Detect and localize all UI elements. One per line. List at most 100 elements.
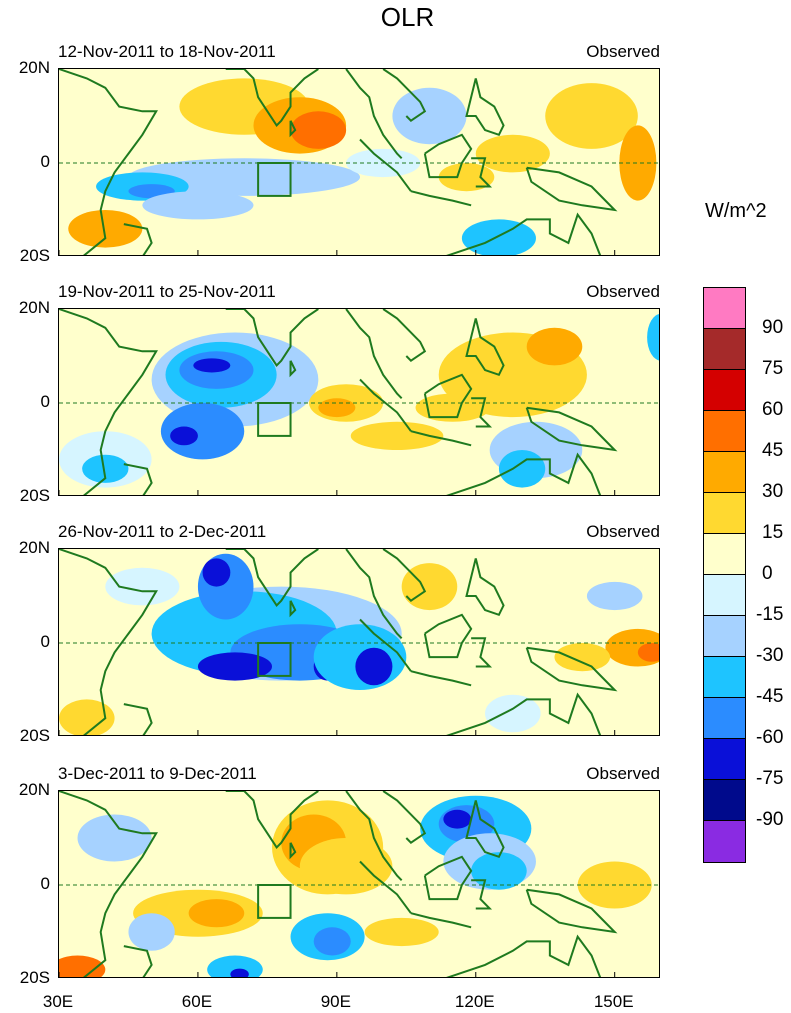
coastline xyxy=(382,549,427,602)
anomaly-contour xyxy=(485,694,541,733)
colorbar-label: 30 xyxy=(762,481,784,502)
coastline xyxy=(446,692,602,735)
longitude-label: 150E xyxy=(593,992,634,1011)
coastline xyxy=(465,800,505,859)
coastline xyxy=(410,430,472,447)
anomaly-contour xyxy=(230,968,249,977)
coastline xyxy=(382,309,427,362)
coastline xyxy=(225,549,319,607)
colorbar-swatch xyxy=(704,411,745,452)
colorbar-label: -60 xyxy=(756,727,784,748)
coastline xyxy=(345,791,403,882)
anomaly-contour xyxy=(350,421,444,450)
anomaly-contour xyxy=(59,699,115,735)
coastline xyxy=(289,360,297,378)
anomaly-contour xyxy=(554,643,611,672)
colorbar-label: 15 xyxy=(762,522,784,543)
anomaly-contour xyxy=(637,643,659,662)
anomaly-contour xyxy=(438,163,495,192)
panel-period-label: 26-Nov-2011 to 2-Dec-2011 xyxy=(58,522,267,541)
anomaly-contour xyxy=(77,814,152,862)
colorbar-label: 45 xyxy=(762,440,784,461)
olr-anomaly-map xyxy=(58,308,660,496)
anomaly-contour xyxy=(197,652,273,681)
panel-source-label: Observed xyxy=(586,764,660,783)
colorbar-swatch xyxy=(704,821,745,862)
anomaly-contour xyxy=(142,191,254,220)
coastline xyxy=(410,670,472,687)
coastline xyxy=(289,120,297,138)
region-box xyxy=(257,642,292,677)
anomaly-contour xyxy=(82,454,129,483)
coastline xyxy=(345,549,403,640)
coastline xyxy=(289,842,297,860)
colorbar-swatch xyxy=(704,329,745,370)
latitude-label: 0 xyxy=(40,874,50,893)
coastline xyxy=(359,618,412,672)
anomaly-contour xyxy=(415,393,490,422)
latitude-label: 20N xyxy=(18,780,50,799)
coastline xyxy=(525,646,618,692)
anomaly-contour xyxy=(364,917,439,947)
anomaly-contour xyxy=(105,567,180,606)
region-box xyxy=(257,884,292,919)
anomaly-contour xyxy=(160,403,245,460)
anomaly-contour xyxy=(128,913,175,951)
latitude-label: 0 xyxy=(40,632,50,651)
colorbar-swatch xyxy=(704,452,745,493)
colorbar-label: -75 xyxy=(756,768,784,789)
coastline xyxy=(410,912,472,929)
colorbar-swatch xyxy=(704,739,745,780)
latitude-label: 20S xyxy=(19,968,50,987)
colorbar-label: -90 xyxy=(756,809,784,830)
panel-period-label: 19-Nov-2011 to 25-Nov-2011 xyxy=(58,282,276,301)
anomaly-contour xyxy=(207,955,263,977)
colorbar xyxy=(703,287,746,863)
colorbar-swatch xyxy=(704,493,745,534)
coastline xyxy=(446,934,602,977)
colorbar-swatch xyxy=(704,370,745,411)
coastline xyxy=(465,558,505,617)
colorbar-label: 60 xyxy=(762,399,784,420)
anomaly-contour xyxy=(586,581,643,611)
coastline xyxy=(59,549,158,735)
colorbar-swatch xyxy=(704,616,745,657)
colorbar-label: -30 xyxy=(756,645,784,666)
coastline xyxy=(525,888,618,934)
latitude-label: 0 xyxy=(40,392,50,411)
coastline xyxy=(471,397,493,428)
coastline xyxy=(359,860,412,914)
olr-anomaly-map xyxy=(58,68,660,256)
anomaly-contour xyxy=(461,219,536,255)
colorbar-label: -15 xyxy=(756,604,784,625)
coastline xyxy=(225,309,319,367)
anomaly-contour xyxy=(475,134,550,173)
coastline xyxy=(225,791,319,849)
anomaly-contour xyxy=(545,83,638,149)
units-label: W/m^2 xyxy=(705,200,767,222)
olr-anomaly-map xyxy=(58,548,660,736)
coastline xyxy=(59,69,158,255)
coastline xyxy=(59,791,158,977)
colorbar-label: 0 xyxy=(762,563,773,584)
anomaly-contour xyxy=(498,450,546,488)
coastline xyxy=(123,703,153,735)
coastline xyxy=(525,406,618,452)
region-box xyxy=(257,402,292,437)
region-box xyxy=(257,162,292,197)
coastline xyxy=(345,309,403,400)
anomaly-contour xyxy=(647,313,659,361)
coastline xyxy=(471,157,493,188)
colorbar-swatch xyxy=(704,698,745,739)
anomaly-contour xyxy=(355,647,393,686)
coastline xyxy=(123,223,153,255)
coastline xyxy=(446,452,602,495)
anomaly-contour xyxy=(619,125,657,201)
colorbar-swatch xyxy=(704,288,745,329)
anomaly-contour xyxy=(299,838,393,895)
latitude-label: 20N xyxy=(18,298,50,317)
figure-title: OLR xyxy=(380,2,435,32)
anomaly-contour xyxy=(170,426,198,446)
olr-anomaly-map xyxy=(58,790,660,978)
coastline xyxy=(465,78,505,137)
